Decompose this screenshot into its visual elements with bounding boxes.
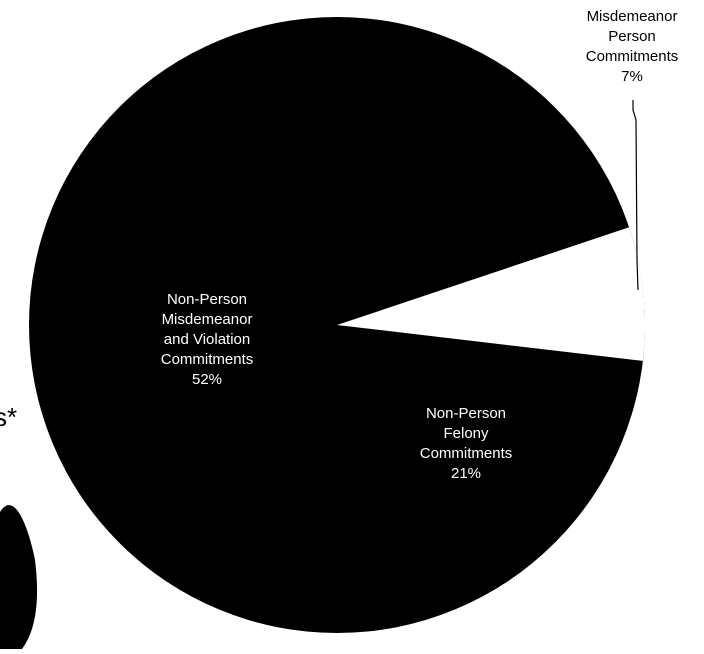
slice-label-line: Non-Person — [167, 291, 247, 308]
percent-label-21: 21% — [451, 465, 481, 482]
partial-label-text: s* — [0, 402, 17, 432]
percent-label-52: 52% — [192, 371, 222, 388]
slice-label-non-person-felony: Non-Person Felony Commitments 21% — [420, 405, 513, 482]
percent-label-7: 7% — [621, 68, 643, 85]
slice-label-misdemeanor-person: Misdemeanor Person Commitments 7% — [586, 8, 679, 85]
slice-label-line: Commitments — [161, 351, 254, 368]
slice-label-line: Commitments — [420, 445, 513, 462]
slice-label-line: Person — [608, 28, 656, 45]
slice-label-line: Non-Person — [426, 405, 506, 422]
slice-label-line: Felony — [443, 425, 489, 442]
pie-slice-misdemeanor-person — [337, 227, 646, 361]
leader-line — [632, 100, 639, 291]
pie-slice-offscreen — [0, 505, 38, 649]
slice-label-line: and Violation — [164, 331, 250, 348]
slice-label-line: Commitments — [586, 48, 679, 65]
slice-label-line: Misdemeanor — [162, 311, 253, 328]
slice-label-line: Misdemeanor — [587, 8, 678, 25]
slice-label-non-person-misdemeanor: Non-Person Misdemeanor and Violation Commit… — [161, 291, 254, 388]
